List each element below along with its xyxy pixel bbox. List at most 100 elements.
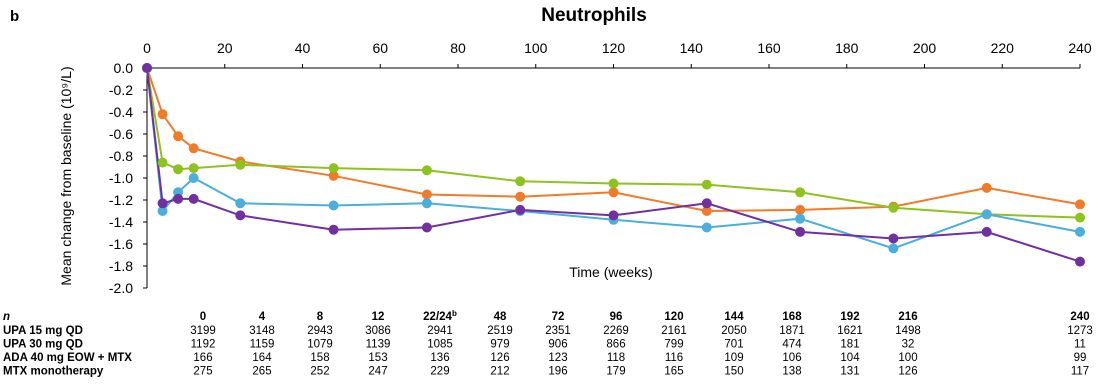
n-table-cell: 3148: [249, 325, 275, 337]
n-table-cell: 1621: [837, 325, 863, 337]
series-4-point: [235, 210, 246, 221]
series-4-point: [701, 198, 712, 209]
n-table-header: 144: [724, 311, 744, 323]
n-table-cell: 123: [548, 352, 567, 364]
n-table-cell: 138: [782, 366, 801, 378]
series-3-point: [1075, 226, 1085, 237]
n-table-cell: 1871: [779, 325, 805, 337]
n-table-cell: 1085: [427, 339, 453, 351]
n-table-cell: 2943: [307, 325, 333, 337]
x-tick-label: 20: [217, 40, 233, 56]
series-1-point: [701, 206, 712, 216]
n-table-cell: 2519: [487, 325, 513, 337]
series-2-point: [888, 202, 899, 213]
n-table-cell: 474: [782, 339, 802, 351]
n-label: n: [3, 311, 10, 323]
series-4-point: [608, 210, 619, 221]
n-table-cell: 104: [840, 352, 860, 364]
series-4-point: [173, 193, 184, 204]
series-3-point: [701, 222, 712, 233]
panel-label: b: [10, 8, 19, 25]
y-tick-label: -1.0: [109, 170, 133, 186]
n-table-cell: 229: [430, 366, 449, 378]
n-table-cell: 106: [782, 352, 801, 364]
series-1-point: [328, 170, 339, 181]
series-1-point: [608, 187, 619, 198]
series-2-point: [795, 187, 806, 198]
series-4-point: [157, 198, 168, 209]
x-tick-label: 80: [450, 40, 466, 56]
n-table-cell: 165: [664, 366, 683, 378]
n-table-header: 96: [610, 311, 623, 323]
n-table-cell: 275: [193, 366, 212, 378]
series-2-point: [608, 178, 619, 189]
series-3-point: [188, 173, 199, 183]
n-table-cell: 1273: [1067, 325, 1093, 337]
series-4-point: [421, 222, 432, 233]
series-2-point: [157, 157, 168, 168]
x-tick-label: 140: [680, 40, 704, 56]
n-table-cell: 1079: [307, 339, 333, 351]
n-table-cell: 118: [607, 352, 625, 364]
n-table-cell: 212: [490, 366, 509, 378]
n-table-cell: 11: [1074, 339, 1086, 351]
y-tick-label: -1.4: [109, 214, 133, 230]
y-tick-label: -0.6: [109, 126, 133, 142]
n-table-cell: 1139: [366, 339, 391, 351]
x-tick-label: 120: [602, 40, 626, 56]
x-tick-label: 240: [1068, 40, 1092, 56]
n-table-cell: 799: [664, 339, 683, 351]
y-tick-label: 0.0: [114, 60, 134, 76]
n-table-cell: 1192: [191, 339, 216, 351]
y-tick-label: -1.2: [109, 192, 133, 208]
n-table-header: 72: [552, 311, 565, 323]
n-table-row-label: UPA 15 mg QD: [3, 325, 83, 337]
n-table-header: 0: [200, 311, 206, 323]
series-2-point: [235, 159, 246, 170]
n-table-cell: 2050: [721, 325, 747, 337]
series-1-point: [188, 143, 199, 154]
n-table-cell: 2941: [427, 325, 453, 337]
n-table-cell: 3199: [190, 325, 216, 337]
series-line-4: [146, 67, 1081, 263]
y-tick-label: -0.4: [109, 104, 133, 120]
series-4-point: [1075, 256, 1085, 267]
series-layer: [142, 63, 1085, 267]
n-table-row-label: MTX monotherapy: [3, 366, 104, 378]
n-table-cell: 252: [310, 366, 329, 378]
x-tick-label: 60: [372, 40, 388, 56]
series-3-point: [888, 243, 899, 254]
n-table-header: 4: [259, 311, 266, 323]
series-2-point: [173, 164, 184, 175]
n-table-row-label: ADA 40 mg EOW + MTX: [3, 352, 132, 364]
n-table-header: 48: [494, 311, 507, 323]
y-tick-label: -0.2: [109, 82, 133, 98]
n-table-cell: 136: [430, 352, 449, 364]
n-table-cell: 153: [368, 352, 387, 364]
n-table-row-label: UPA 30 mg QD: [3, 339, 83, 351]
series-4-point: [142, 63, 152, 73]
series-1-point: [173, 131, 184, 142]
series-1-point: [421, 189, 432, 200]
series-3-point: [981, 209, 992, 220]
n-table-cell: 109: [724, 352, 743, 364]
n-table-header: 192: [840, 311, 859, 323]
n-table-cell: 906: [548, 339, 567, 351]
series-1-point: [981, 182, 992, 193]
series-4-point: [981, 226, 992, 237]
n-table-cell: 701: [724, 339, 743, 351]
n-table-cell: 3086: [365, 325, 391, 337]
n-table-cell: 166: [193, 352, 212, 364]
n-table-cell: 179: [606, 366, 625, 378]
n-table-cell: 1498: [895, 325, 921, 337]
series-3-point: [328, 200, 339, 211]
series-4-point: [515, 204, 526, 215]
n-table-header: 120: [664, 311, 683, 323]
n-table: n 0 4 8 12 22/24b 48 72 96 120 144 168 192 216 240UPA …: [3, 309, 1093, 378]
n-table-cell: 126: [898, 366, 917, 378]
n-table-cell: 131: [840, 366, 859, 378]
n-table-cell: 2351: [545, 325, 571, 337]
series-2-point: [421, 165, 432, 176]
n-table-header: 240: [1070, 311, 1089, 323]
